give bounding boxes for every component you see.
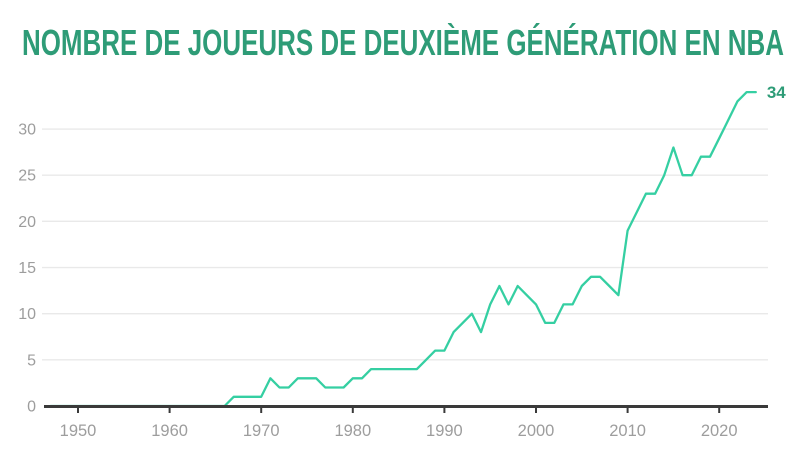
x-tick-label-1990: 1990 — [426, 422, 463, 440]
y-tick-label-20: 20 — [18, 214, 36, 231]
x-tick-label-2020: 2020 — [701, 422, 738, 440]
y-tick-label-0: 0 — [27, 399, 36, 416]
x-axis-labels: 1950 1960 1970 1980 1990 2000 2010 2020 — [60, 422, 738, 440]
y-axis-labels: 0 5 10 15 20 25 30 — [18, 122, 36, 416]
y-tick-label-25: 25 — [18, 168, 36, 185]
y-gridlines — [42, 128, 768, 361]
chart-title: NOMBRE DE JOUEURS DE DEUXIÈME GÉNÉRATION… — [22, 22, 784, 63]
x-tick-label-1980: 1980 — [334, 422, 371, 440]
x-tick-label-2000: 2000 — [518, 422, 555, 440]
y-tick-label-30: 30 — [18, 122, 36, 139]
end-value-label: 34 — [767, 83, 786, 102]
y-tick-label-10: 10 — [18, 306, 36, 323]
y-tick-label-15: 15 — [18, 260, 36, 277]
x-tick-label-1960: 1960 — [151, 422, 188, 440]
y-tick-label-5: 5 — [27, 352, 36, 369]
x-tick-label-1950: 1950 — [60, 422, 97, 440]
data-line — [49, 90, 757, 408]
x-tick-label-1970: 1970 — [243, 422, 280, 440]
x-tick-label-2010: 2010 — [609, 422, 646, 440]
